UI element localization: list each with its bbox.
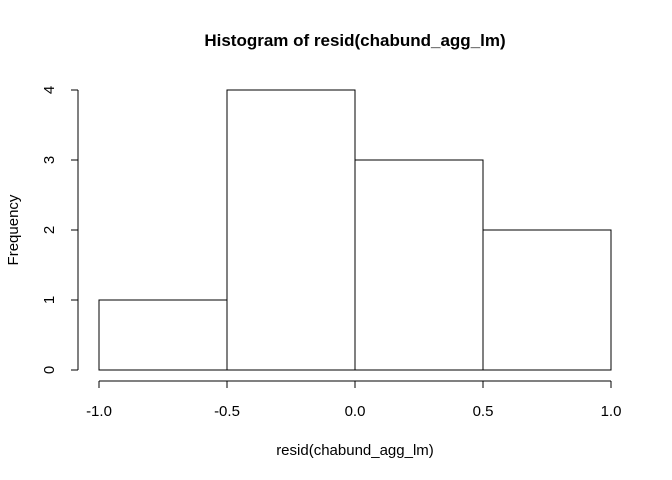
x-axis-label: resid(chabund_agg_lm) bbox=[276, 442, 434, 459]
y-tick-label-2: 2 bbox=[41, 226, 58, 234]
y-tick-label-0: 0 bbox=[41, 366, 58, 374]
x-tick-label-2: 0.0 bbox=[345, 403, 366, 420]
x-tick-label-3: 0.5 bbox=[473, 403, 494, 420]
y-tick-label-1: 1 bbox=[41, 296, 58, 304]
y-axis: 0 1 2 3 4 bbox=[41, 86, 79, 374]
y-tick-label-3: 3 bbox=[41, 156, 58, 164]
chart-title: Histogram of resid(chabund_agg_lm) bbox=[204, 31, 505, 50]
x-tick-label-4: 1.0 bbox=[601, 403, 622, 420]
histogram-bar-1 bbox=[226, 89, 356, 371]
y-tick-label-4: 4 bbox=[41, 86, 58, 94]
histogram-bar-3 bbox=[482, 229, 612, 371]
x-axis: -1.0 -0.5 0.0 0.5 1.0 bbox=[86, 380, 622, 420]
x-tick-label-0: -1.0 bbox=[86, 403, 112, 420]
histogram-bar-2 bbox=[354, 159, 484, 371]
x-tick-label-1: -0.5 bbox=[214, 403, 240, 420]
histogram-bar-0 bbox=[98, 299, 228, 371]
bars-group bbox=[98, 89, 612, 371]
y-axis-label: Frequency bbox=[5, 194, 22, 265]
